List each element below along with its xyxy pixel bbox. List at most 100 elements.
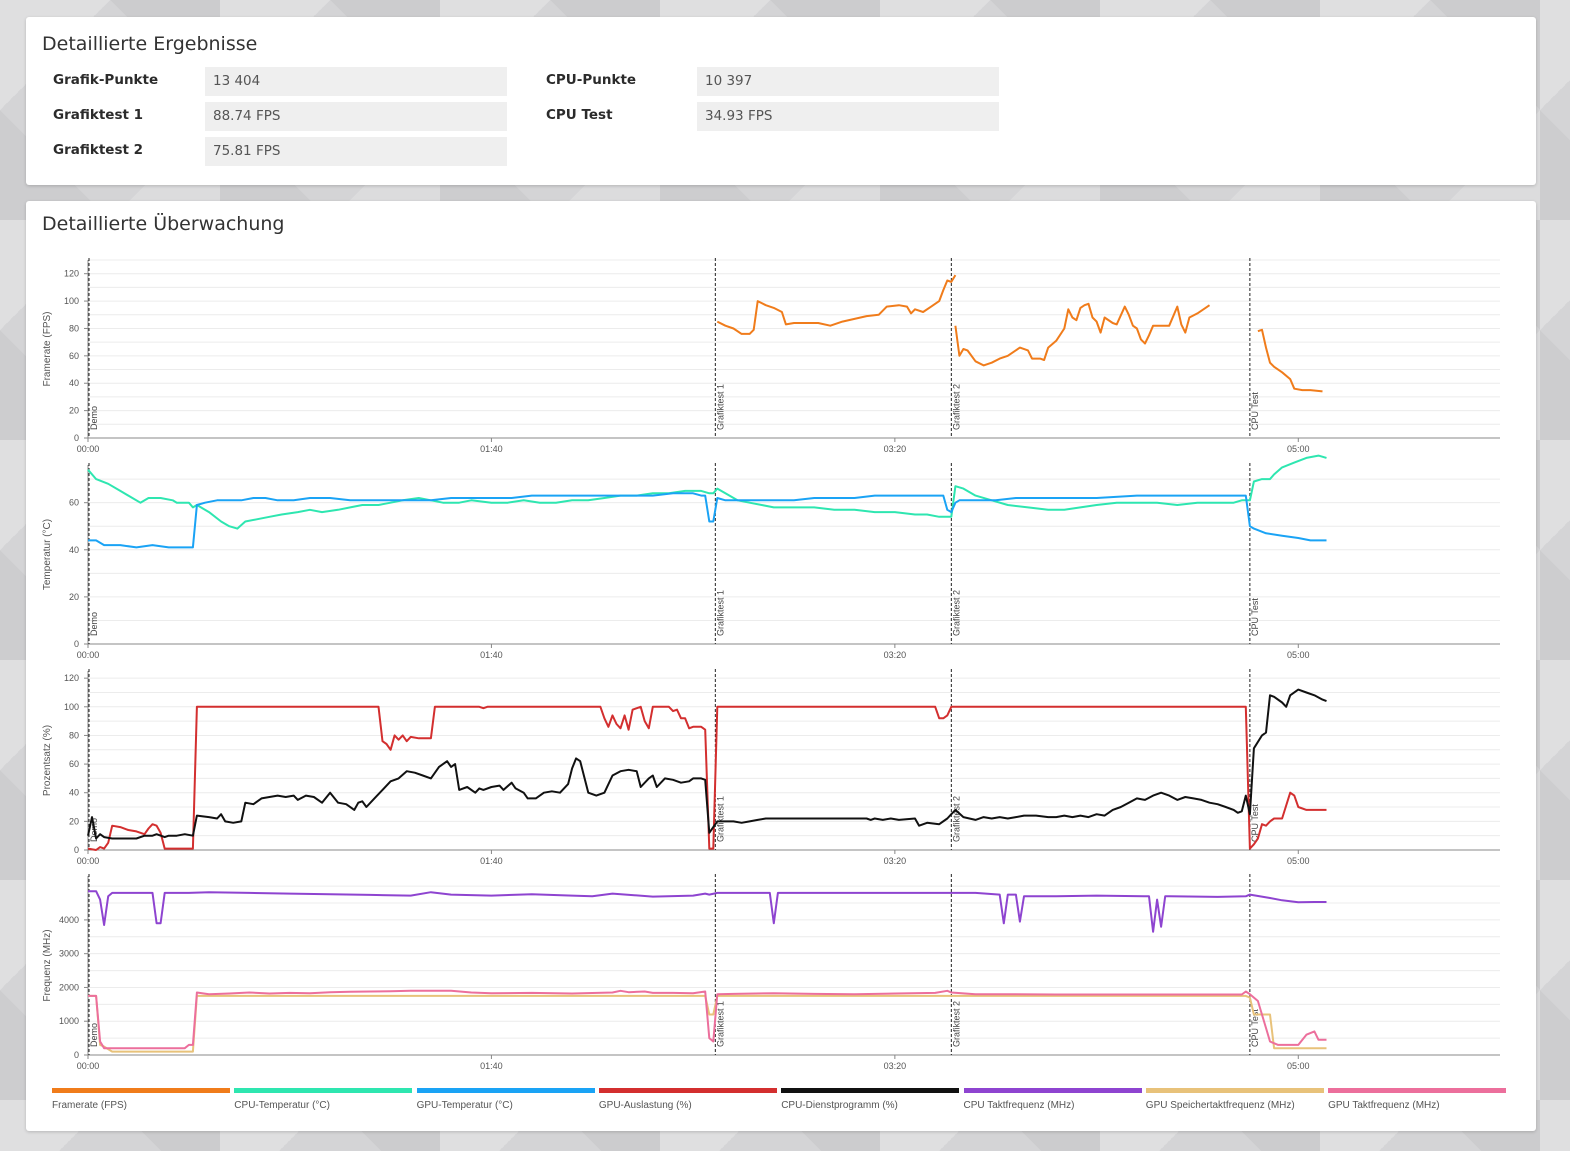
legend-swatch bbox=[781, 1088, 960, 1093]
label-graphics-score: Grafik-Punkte bbox=[53, 72, 159, 88]
legend-item-framerate[interactable]: Framerate (FPS) bbox=[52, 1088, 230, 1111]
panel-1-marker-label: Demo bbox=[89, 406, 99, 430]
panel-1-ytick-label: 100 bbox=[64, 296, 79, 306]
panel-4-xtick-label: 00:00 bbox=[77, 1061, 100, 1071]
value-graphics-test-2: 75.81 FPS bbox=[205, 137, 507, 166]
panel-2-xtick-label: 00:00 bbox=[77, 650, 100, 660]
legend-swatch bbox=[1145, 1088, 1324, 1093]
panel-3-ytick-label: 100 bbox=[64, 702, 79, 712]
panel-4-marker-label: Grafiktest 1 bbox=[715, 1001, 725, 1047]
panel-3-ytick-label: 60 bbox=[69, 759, 79, 769]
label-graphics-test-2: Grafiktest 2 bbox=[53, 142, 144, 158]
panel-4-series-gpu-mem-clock bbox=[88, 994, 1327, 1053]
legend-item-gpu-load[interactable]: GPU-Auslastung (%) bbox=[598, 1088, 777, 1111]
value-graphics-score: 13 404 bbox=[205, 67, 507, 96]
panel-1-xtick-label: 03:20 bbox=[884, 444, 907, 454]
value-cpu-test: 34.93 FPS bbox=[697, 102, 999, 131]
panel-2-ytick-label: 20 bbox=[69, 592, 79, 602]
legend-swatch bbox=[598, 1088, 777, 1093]
label-cpu-score: CPU-Punkte bbox=[546, 72, 637, 88]
panel-2-series-cpu-temp bbox=[87, 454, 1327, 530]
panel-1-ytick-label: 80 bbox=[69, 323, 79, 333]
panel-4-ytick-label: 2000 bbox=[59, 982, 79, 992]
legend-label: Framerate (FPS) bbox=[52, 1100, 128, 1111]
legend-item-gpu-temp[interactable]: GPU-Temperatur (°C) bbox=[416, 1088, 595, 1111]
panel-3-ytick-label: 120 bbox=[64, 673, 79, 683]
legend-label: CPU Taktfrequenz (MHz) bbox=[963, 1100, 1075, 1111]
panel-4-xtick-label: 03:20 bbox=[884, 1061, 907, 1071]
panel-1-series-framerate bbox=[716, 274, 957, 335]
panel-2-ylabel: Temperatur (°C) bbox=[42, 519, 53, 590]
panel-3-xtick-label: 03:20 bbox=[884, 856, 907, 866]
panel-4-ytick-label: 0 bbox=[74, 1050, 79, 1060]
panel-3-xtick-label: 01:40 bbox=[480, 856, 503, 866]
panel-4-series-gpu-clock bbox=[88, 989, 1327, 1050]
panel-3-marker-label: Grafiktest 2 bbox=[951, 796, 961, 842]
panel-3-xtick-label: 05:00 bbox=[1287, 856, 1310, 866]
panel-4-series-cpu-clock bbox=[88, 890, 1327, 933]
legend-swatch bbox=[52, 1088, 230, 1093]
panel-2-series-gpu-temp bbox=[88, 492, 1327, 549]
panel-1-marker-label: CPU Test bbox=[1250, 392, 1260, 430]
panel-4-xtick-label: 01:40 bbox=[480, 1061, 503, 1071]
legend-label: GPU-Auslastung (%) bbox=[598, 1100, 692, 1111]
legend-label: GPU Taktfrequenz (MHz) bbox=[1328, 1100, 1440, 1111]
legend-label: CPU-Dienstprogramm (%) bbox=[781, 1100, 898, 1111]
value-graphics-test-1: 88.74 FPS bbox=[205, 102, 507, 131]
legend-swatch bbox=[1328, 1088, 1507, 1093]
panel-1-series-framerate bbox=[954, 302, 1211, 367]
panel-3-ylabel: Prozentsatz (%) bbox=[42, 725, 53, 796]
panel-1-ylabel: Framerate (FPS) bbox=[42, 311, 53, 386]
panel-2-ytick-label: 40 bbox=[69, 545, 79, 555]
panel-2-marker-label: Grafiktest 2 bbox=[951, 590, 961, 636]
panel-3-ytick-label: 0 bbox=[74, 845, 79, 855]
panel-2-ytick-label: 60 bbox=[69, 498, 79, 508]
legend-label: GPU-Temperatur (°C) bbox=[416, 1100, 513, 1111]
legend-item-cpu-util[interactable]: CPU-Dienstprogramm (%) bbox=[781, 1088, 960, 1111]
label-cpu-test: CPU Test bbox=[546, 107, 613, 123]
panel-3-ytick-label: 40 bbox=[69, 788, 79, 798]
results-title: Detaillierte Ergebnisse bbox=[42, 33, 258, 55]
legend-item-cpu-temp[interactable]: CPU-Temperatur (°C) bbox=[234, 1088, 413, 1111]
panel-3-series-gpu-load bbox=[87, 705, 1327, 851]
panel-4-ytick-label: 3000 bbox=[59, 949, 79, 959]
panel-4-xtick-label: 05:00 bbox=[1287, 1061, 1310, 1071]
panel-3-ytick-label: 80 bbox=[69, 730, 79, 740]
panel-4-marker-label: Grafiktest 2 bbox=[951, 1001, 961, 1047]
panel-4-ytick-label: 1000 bbox=[59, 1016, 79, 1026]
panel-1-series-framerate bbox=[1257, 328, 1323, 393]
panel-1-ytick-label: 0 bbox=[74, 433, 79, 443]
legend-swatch bbox=[963, 1088, 1142, 1093]
panel-4-marker-label: Demo bbox=[89, 1023, 99, 1047]
panel-2-xtick-label: 05:00 bbox=[1287, 650, 1310, 660]
legend-item-gpu-clock[interactable]: GPU Taktfrequenz (MHz) bbox=[1328, 1088, 1507, 1111]
panel-4-marker-label: CPU Test bbox=[1250, 1009, 1260, 1047]
legend-label: CPU-Temperatur (°C) bbox=[234, 1100, 330, 1111]
panel-2-xtick-label: 03:20 bbox=[884, 650, 907, 660]
panel-3-ytick-label: 20 bbox=[69, 816, 79, 826]
monitoring-title: Detaillierte Überwachung bbox=[42, 213, 285, 235]
panel-2-xtick-label: 01:40 bbox=[480, 650, 503, 660]
panel-1-marker-label: Grafiktest 2 bbox=[951, 384, 961, 430]
panel-1-xtick-label: 00:00 bbox=[77, 444, 100, 454]
panel-1-marker-label: Grafiktest 1 bbox=[715, 384, 725, 430]
legend-swatch bbox=[416, 1088, 595, 1093]
panel-3-series-cpu-util bbox=[87, 688, 1327, 840]
legend-swatch bbox=[234, 1088, 413, 1093]
panel-2-marker-label: CPU Test bbox=[1250, 598, 1260, 636]
label-graphics-test-1: Grafiktest 1 bbox=[53, 107, 144, 123]
panel-1-ytick-label: 60 bbox=[69, 351, 79, 361]
panel-3-marker-label: Grafiktest 1 bbox=[715, 796, 725, 842]
panel-3-marker-label: CPU Test bbox=[1250, 804, 1260, 842]
panel-1-ytick-label: 20 bbox=[69, 406, 79, 416]
panel-1-ytick-label: 120 bbox=[64, 269, 79, 279]
panel-1-ytick-label: 40 bbox=[69, 378, 79, 388]
legend-item-gpu-mem-clock[interactable]: GPU Speichertaktfrequenz (MHz) bbox=[1145, 1088, 1324, 1111]
panel-1-xtick-label: 05:00 bbox=[1287, 444, 1310, 454]
value-cpu-score: 10 397 bbox=[697, 67, 999, 96]
panel-4-ylabel: Frequenz (MHz) bbox=[42, 929, 53, 1001]
panel-1-xtick-label: 01:40 bbox=[480, 444, 503, 454]
legend-item-cpu-clock[interactable]: CPU Taktfrequenz (MHz) bbox=[963, 1088, 1142, 1111]
panel-3-xtick-label: 00:00 bbox=[77, 856, 100, 866]
